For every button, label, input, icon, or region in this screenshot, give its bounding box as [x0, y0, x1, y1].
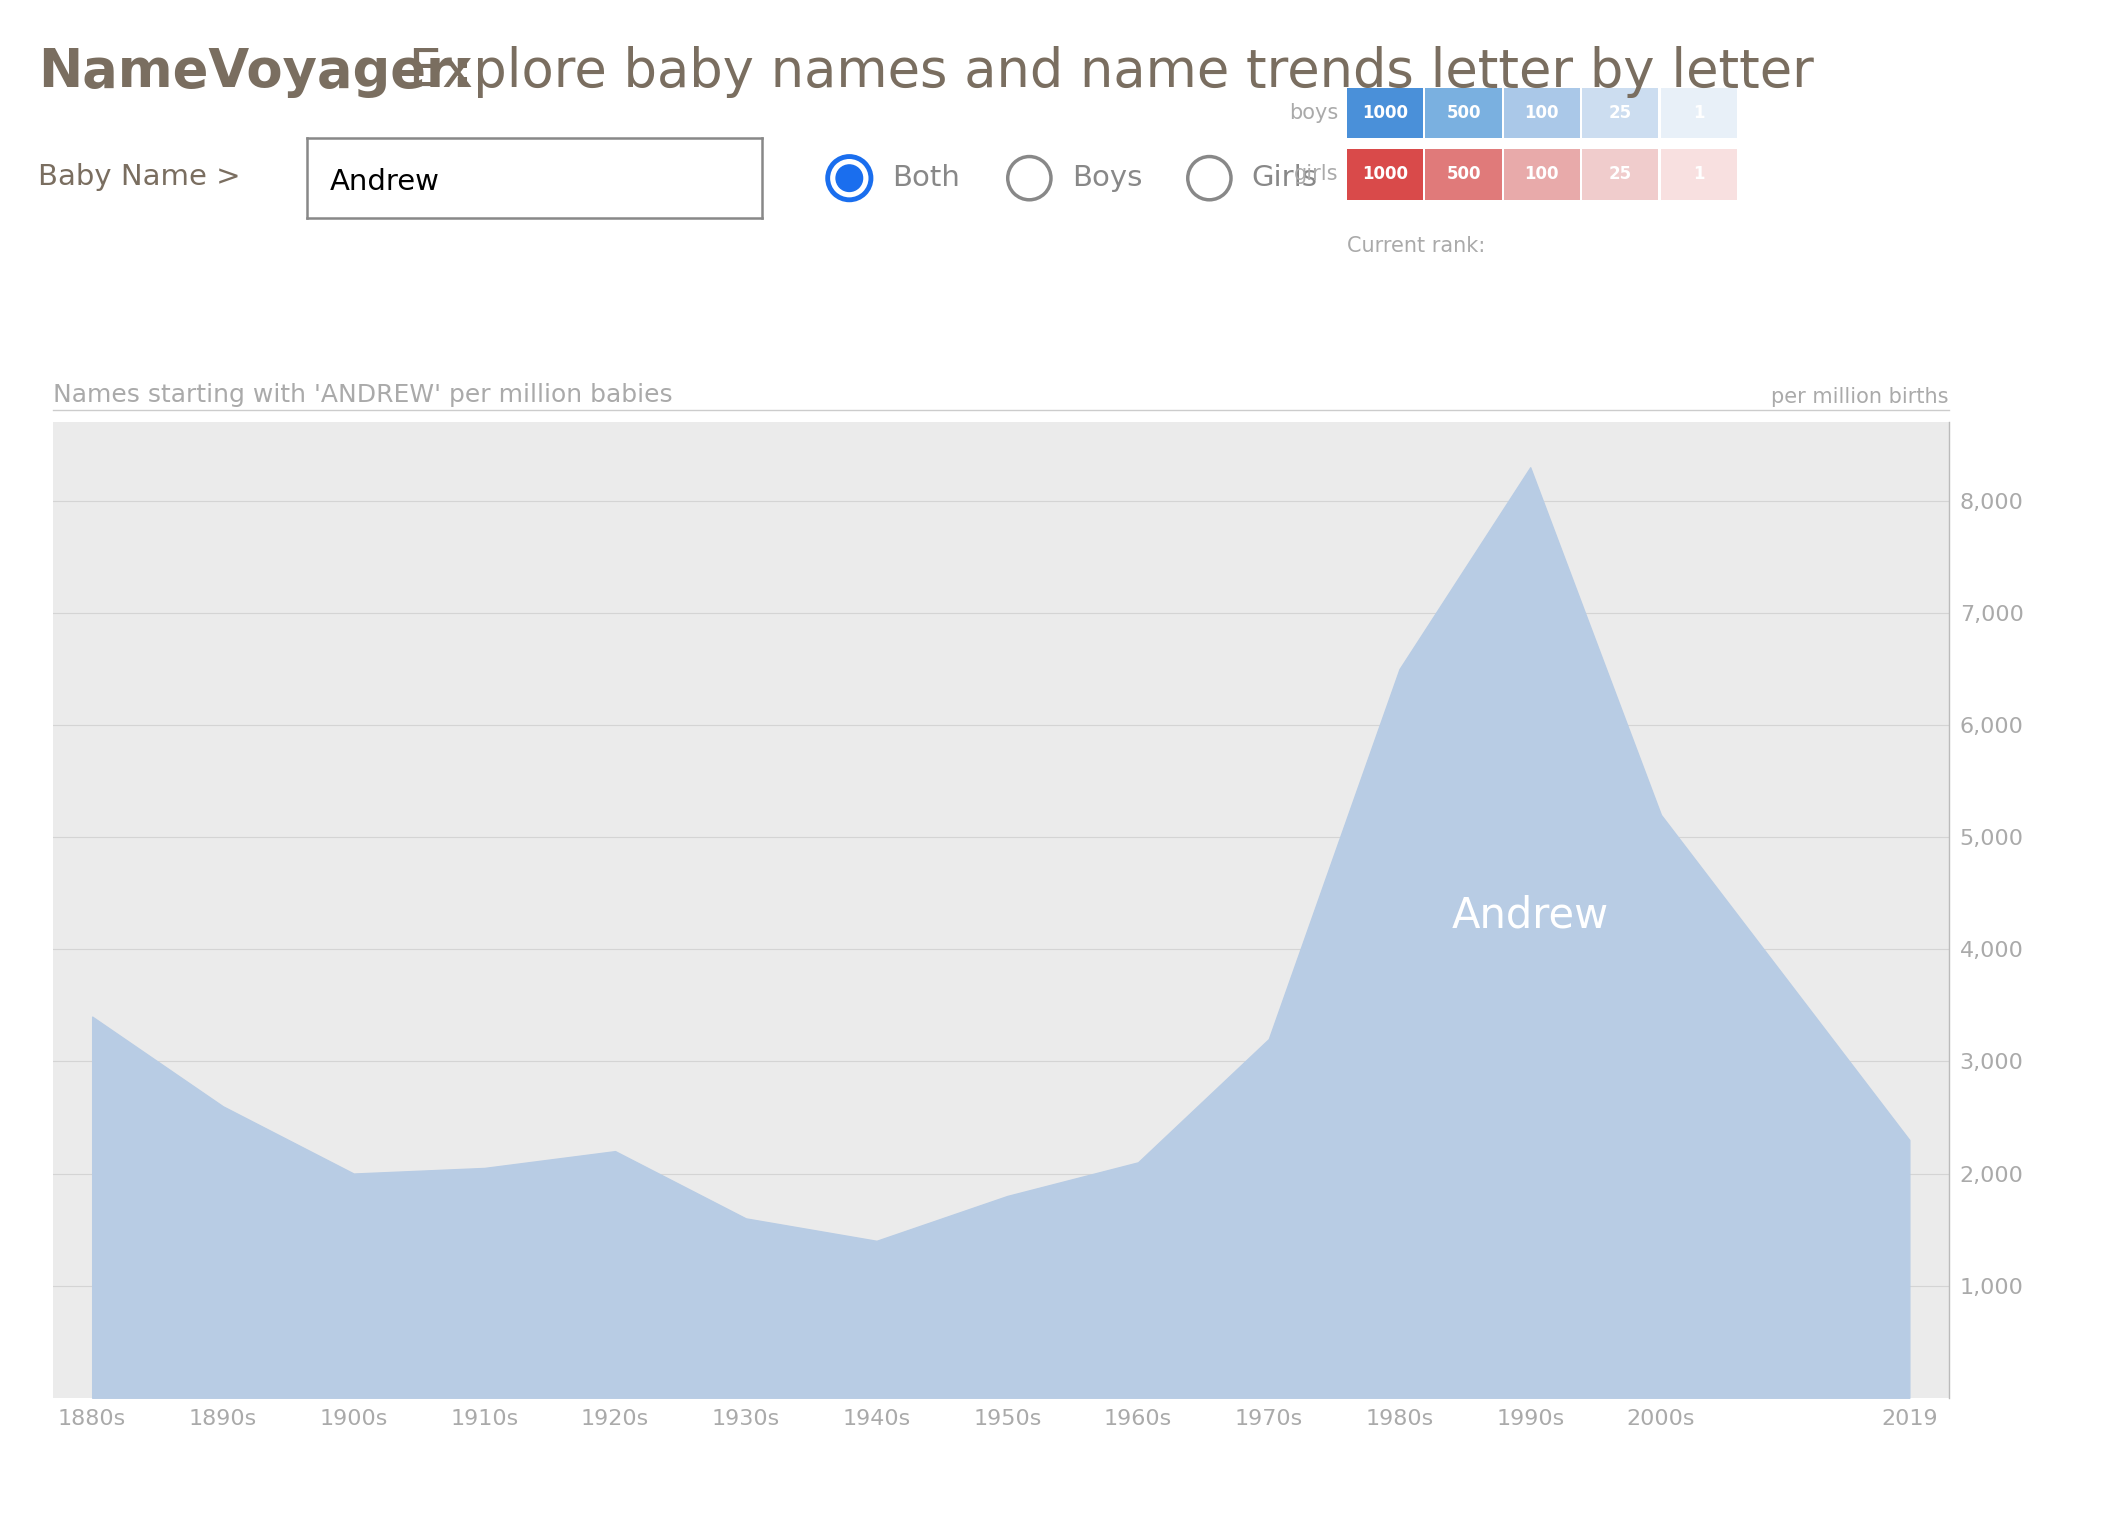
Text: Andrew: Andrew: [330, 167, 441, 197]
Text: Girls: Girls: [1252, 164, 1317, 192]
Text: 500: 500: [1447, 104, 1480, 121]
Circle shape: [837, 164, 862, 192]
Text: 1: 1: [1692, 104, 1705, 121]
Text: Baby Name >: Baby Name >: [38, 163, 241, 190]
Text: 1000: 1000: [1362, 166, 1408, 183]
Text: Explore baby names and name trends letter by letter: Explore baby names and name trends lette…: [392, 46, 1813, 98]
Text: 1: 1: [1692, 166, 1705, 183]
Text: 1000: 1000: [1362, 104, 1408, 121]
Text: girls: girls: [1294, 164, 1339, 184]
Text: NameVoyager:: NameVoyager:: [38, 46, 472, 98]
Text: 500: 500: [1447, 166, 1480, 183]
Text: Names starting with 'ANDREW' per million babies: Names starting with 'ANDREW' per million…: [53, 382, 674, 407]
Text: Current rank:: Current rank:: [1347, 235, 1485, 257]
Text: 25: 25: [1610, 104, 1631, 121]
Text: 100: 100: [1525, 104, 1559, 121]
Text: Both: Both: [892, 164, 959, 192]
Text: Boys: Boys: [1072, 164, 1142, 192]
Text: boys: boys: [1290, 103, 1339, 123]
Text: 25: 25: [1610, 166, 1631, 183]
Text: per million births: per million births: [1771, 387, 1949, 407]
Text: Andrew: Andrew: [1451, 894, 1610, 937]
Text: 100: 100: [1525, 166, 1559, 183]
